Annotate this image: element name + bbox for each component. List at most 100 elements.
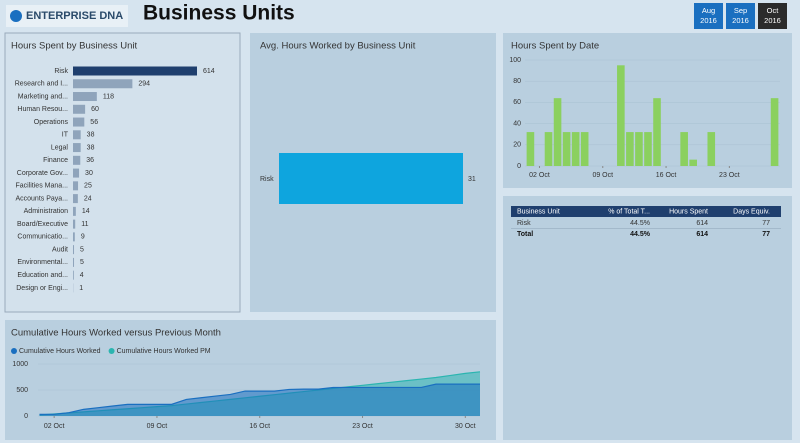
chart-title: Hours Spent by Business Unit	[11, 41, 138, 52]
bar	[544, 132, 553, 166]
value-label: 11	[81, 221, 88, 228]
table-cell: 614	[696, 231, 708, 238]
legend-marker	[108, 348, 115, 354]
category-label: IT	[62, 132, 69, 139]
category-label: Human Resou...	[17, 106, 68, 113]
bar	[73, 117, 85, 127]
column-header: Days Equiv.	[733, 208, 770, 215]
value-label: 24	[84, 195, 92, 202]
bar	[73, 194, 78, 204]
bar	[73, 143, 81, 153]
value-label: 614	[203, 68, 215, 75]
slicer-year: 2016	[732, 16, 749, 25]
x-tick-label: 02 Oct	[44, 423, 65, 430]
y-tick-label: 20	[513, 142, 521, 149]
value-label: 31	[468, 176, 476, 183]
table-cell: 44.5%	[630, 220, 650, 227]
category-label: Legal	[51, 144, 69, 151]
slicer-button[interactable]	[726, 3, 755, 29]
column-header: Business Unit	[517, 208, 560, 215]
category-label: Design or Engi...	[16, 285, 68, 292]
value-label: 4	[80, 272, 84, 279]
slicer-button[interactable]	[694, 3, 723, 29]
bar	[770, 98, 779, 166]
x-tick-label: 16 Oct	[249, 423, 270, 430]
value-label: 56	[90, 119, 98, 126]
bar	[571, 132, 580, 166]
bar	[73, 181, 79, 191]
bar	[680, 132, 688, 166]
value-label: 60	[91, 106, 99, 113]
y-tick-label: 0	[24, 413, 28, 420]
y-tick-label: 40	[513, 120, 521, 127]
slicer-button[interactable]	[758, 3, 787, 29]
value-label: 1	[79, 285, 83, 292]
chart-title: Avg. Hours Worked by Business Unit	[260, 41, 416, 52]
area	[39, 384, 480, 416]
table-header-bg	[511, 206, 781, 217]
value-label: 30	[85, 170, 93, 177]
category-label: Corporate Gov...	[17, 170, 68, 177]
category-label: Board/Executive	[17, 221, 68, 228]
bar	[73, 79, 133, 89]
logo-box	[6, 5, 128, 27]
slicer-year: 2016	[700, 16, 717, 25]
value-label: 36	[86, 157, 94, 164]
x-tick-label: 30 Oct	[455, 423, 476, 430]
x-tick-label: 23 Oct	[352, 423, 373, 430]
table-cell: Total	[517, 231, 533, 238]
value-label: 5	[80, 246, 84, 253]
x-tick-label: 23 Oct	[719, 172, 740, 179]
bar	[707, 132, 716, 166]
bar	[73, 104, 86, 114]
slicer-month: Oct	[767, 6, 780, 15]
bar	[73, 130, 81, 140]
bar	[653, 98, 661, 166]
legend-label: Cumulative Hours Worked PM	[117, 348, 211, 355]
y-tick-label: 80	[513, 78, 521, 85]
value-label: 25	[84, 183, 92, 190]
category-label: Accounts Paya...	[15, 195, 68, 202]
bar	[73, 206, 76, 216]
bar	[73, 168, 80, 178]
slicer-month: Sep	[734, 6, 747, 15]
value-label: 9	[81, 234, 85, 241]
page-title: Business Units	[143, 2, 295, 25]
bar	[617, 65, 625, 166]
category-label: Risk	[54, 68, 68, 75]
table-cell: 614	[696, 220, 708, 227]
y-tick-label: 100	[509, 57, 521, 64]
x-tick-label: 09 Oct	[147, 423, 168, 430]
category-label: Administration	[24, 208, 68, 215]
category-label: Marketing and...	[18, 93, 68, 100]
value-label: 118	[103, 93, 114, 100]
value-label: 38	[87, 132, 95, 139]
bar	[526, 132, 535, 166]
table-cell: 44.5%	[630, 231, 651, 238]
category-label: Education and...	[17, 272, 68, 279]
bar	[689, 159, 697, 166]
bar	[644, 132, 652, 166]
value-label: 38	[87, 144, 95, 151]
panel	[503, 196, 792, 440]
table-cell: 77	[762, 231, 770, 238]
slicer-year: 2016	[764, 16, 781, 25]
legend-label: Cumulative Hours Worked	[19, 348, 101, 355]
legend-marker	[11, 348, 17, 354]
bar	[73, 155, 81, 165]
y-tick-label: 0	[517, 163, 521, 170]
bar	[580, 132, 589, 166]
category-label: Environmental...	[17, 259, 68, 266]
logo: ENTERPRISE DNA	[26, 10, 123, 22]
x-tick-label: 09 Oct	[592, 172, 613, 179]
x-tick-label: 16 Oct	[656, 172, 677, 179]
x-tick-label: 02 Oct	[529, 172, 550, 179]
category-label: Facilities Mana...	[15, 183, 68, 190]
line	[39, 383, 480, 415]
bar	[553, 98, 562, 166]
bar	[73, 257, 75, 267]
category-label: Research and I...	[15, 81, 68, 88]
value-label: 14	[82, 208, 90, 215]
table-cell: 77	[762, 220, 770, 227]
